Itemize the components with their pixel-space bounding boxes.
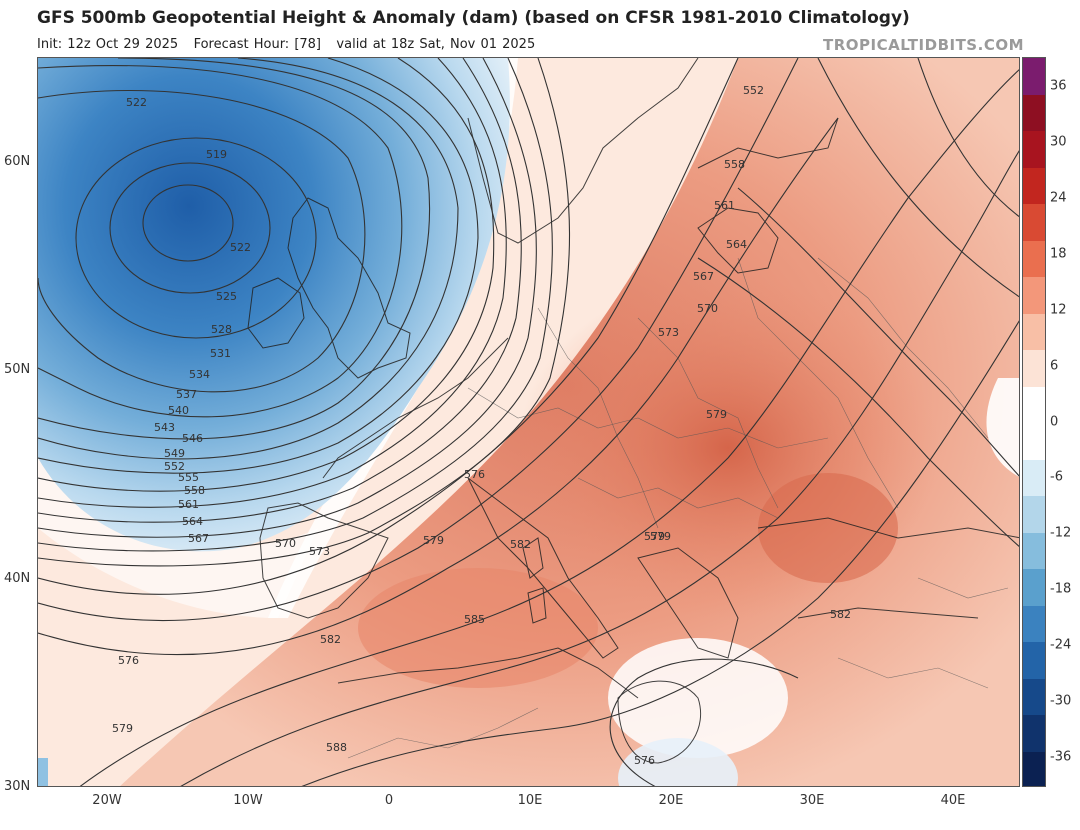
colorbar-tick-label: 36 (1050, 78, 1067, 94)
contour-label: 582 (510, 538, 531, 551)
lon-label-30e: 30E (799, 793, 825, 808)
lat-label-50n: 50N (4, 362, 31, 377)
colorbar-tick-label: 30 (1050, 134, 1067, 150)
colorbar-tick-label: 24 (1050, 190, 1067, 206)
map-subtitle: Init: 12z Oct 29 2025 Forecast Hour: [78… (37, 37, 535, 52)
anomaly-map: 522 519 522 525 528 531 534 537 540 543 … (38, 58, 1019, 786)
colorbar-tick-label: 6 (1050, 358, 1059, 374)
contour-label: 567 (188, 532, 209, 545)
contour-label: 552 (164, 460, 185, 473)
init-time: Init: 12z Oct 29 2025 (37, 37, 179, 52)
contour-label: 555 (178, 471, 199, 484)
contour-label: 561 (714, 199, 735, 212)
cold-anomaly-low (38, 58, 510, 552)
colorbar-segment (1023, 459, 1045, 496)
contour-label: 573 (658, 326, 679, 339)
contour-label: 576 (464, 468, 485, 481)
contour-label: 561 (178, 498, 199, 511)
colorbar-tick-label: 12 (1050, 302, 1067, 318)
contour-label: 537 (176, 388, 197, 401)
colorbar-segment (1023, 204, 1045, 241)
colorbar-tick-label: -12 (1050, 525, 1072, 541)
contour-label: 528 (211, 323, 232, 336)
contour-label: 558 (184, 484, 205, 497)
forecast-hour: Forecast Hour: [78] (193, 37, 322, 52)
contour-label: 558 (724, 158, 745, 171)
colorbar-tick-label: -36 (1050, 749, 1072, 765)
brand-watermark: TROPICALTIDBITS.COM (823, 36, 1024, 54)
colorbar-tick-label: -18 (1050, 581, 1072, 597)
contour-label: 522 (126, 96, 147, 109)
colorbar-segment (1023, 678, 1045, 715)
colorbar-segment (1023, 131, 1045, 168)
colorbar-segment (1023, 496, 1045, 533)
contour-label: 546 (182, 432, 203, 445)
contour-label: 579 (112, 722, 133, 735)
lon-label-10w: 10W (233, 793, 263, 808)
lat-label-30n: 30N (4, 779, 31, 794)
height-contours (38, 58, 1019, 786)
contour-label: 567 (693, 270, 714, 283)
contour-label: 579 (423, 534, 444, 547)
colorbar-tick-label: -6 (1050, 469, 1063, 485)
lon-label-40e: 40E (940, 793, 966, 808)
contour-label: 531 (210, 347, 231, 360)
contour-label: 585 (464, 613, 485, 626)
contour-label: 579 (706, 408, 727, 421)
contour-label: 582 (830, 608, 851, 621)
colorbar-segment (1023, 715, 1045, 752)
colorbar-segment (1023, 94, 1045, 131)
contour-label: 522 (230, 241, 251, 254)
contour-label: 570 (275, 537, 296, 550)
coastlines (247, 58, 1019, 764)
colorbar-segment (1023, 569, 1045, 606)
colorbar-segment (1023, 532, 1045, 569)
contour-label: 576 (118, 654, 139, 667)
colorbar-tick-label: -24 (1050, 637, 1072, 653)
colorbar-tick-label: 0 (1050, 414, 1059, 429)
colorbar-segment (1023, 350, 1045, 387)
colorbar-tick-label: -30 (1050, 693, 1072, 709)
contour-label: 543 (154, 421, 175, 434)
map-panel[interactable]: 522 519 522 525 528 531 534 537 540 543 … (37, 57, 1020, 787)
contour-label: 552 (743, 84, 764, 97)
colorbar-segment (1023, 313, 1045, 350)
contour-label: 549 (164, 447, 185, 460)
contour-label: 582 (320, 633, 341, 646)
anomaly-colorbar (1022, 57, 1046, 787)
contour-label: 525 (216, 290, 237, 303)
lon-label-20e: 20E (658, 793, 684, 808)
contour-label: 588 (326, 741, 347, 754)
colorbar-segment (1023, 386, 1045, 423)
contour-label: 579 (644, 530, 665, 543)
contour-label: 564 (182, 515, 203, 528)
colorbar-segment (1023, 277, 1045, 314)
colorbar-segment (1023, 240, 1045, 277)
colorbar-segment (1023, 167, 1045, 204)
map-title: GFS 500mb Geopotential Height & Anomaly … (37, 8, 910, 28)
contour-label: 573 (309, 545, 330, 558)
valid-time: valid at 18z Sat, Nov 01 2025 (336, 37, 536, 52)
colorbar-segment (1023, 605, 1045, 642)
contour-label: 519 (206, 148, 227, 161)
lon-label-20w: 20W (92, 793, 122, 808)
contour-label: 570 (697, 302, 718, 315)
contour-label: 540 (168, 404, 189, 417)
colorbar-segment (1023, 423, 1045, 460)
colorbar-tick-label: 18 (1050, 246, 1067, 262)
lat-label-60n: 60N (4, 154, 31, 169)
contour-label: 579 (650, 530, 671, 543)
lon-label-10e: 10E (517, 793, 543, 808)
colorbar-segment (1023, 58, 1045, 95)
colorbar-segment (1023, 642, 1045, 679)
contour-label: 576 (634, 754, 655, 767)
colorbar-segment (1023, 751, 1045, 786)
contour-labels: 522 519 522 525 528 531 534 537 540 543 … (112, 84, 851, 767)
contour-label: 534 (189, 368, 210, 381)
country-borders (347, 257, 1009, 759)
lon-label-0: 0 (384, 793, 394, 808)
lat-label-40n: 40N (4, 571, 31, 586)
contour-label: 564 (726, 238, 747, 251)
